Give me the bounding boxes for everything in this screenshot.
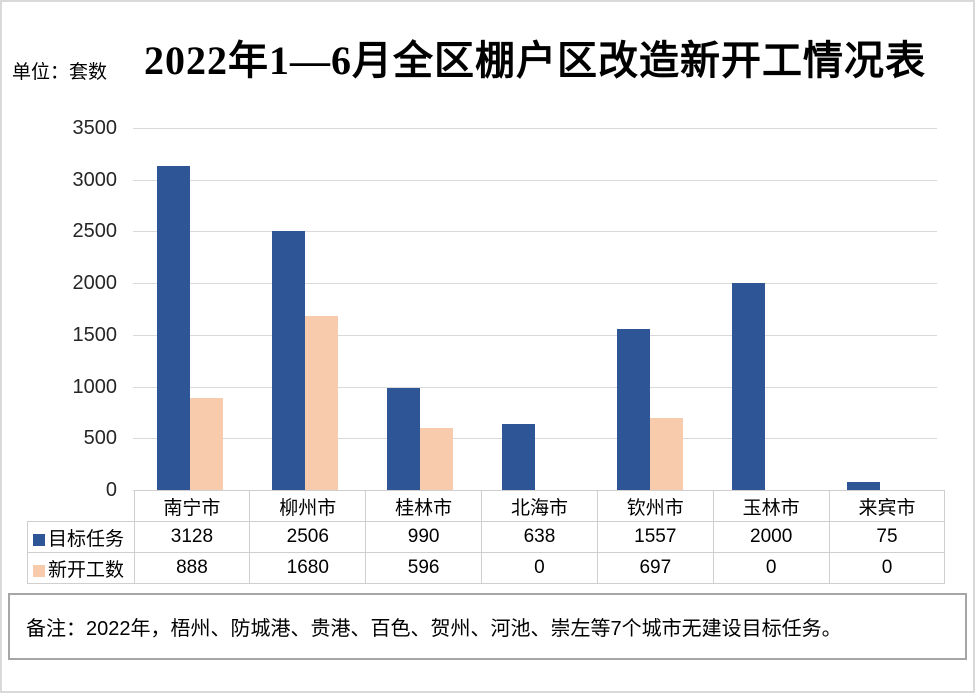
bar-group-5 [592,128,707,490]
category-header-cell: 北海市 [481,490,598,522]
category-header-cell: 桂林市 [365,490,483,522]
gridline [133,438,937,440]
value-cell: 2000 [712,521,830,553]
table-row: 新开工数 888 1680 596 0 697 0 0 [27,552,946,584]
gridline [133,231,937,233]
plot-area [133,128,937,491]
legend-label: 新开工数 [48,559,125,581]
value-cell: 1557 [596,521,714,553]
y-tick-label: 0 [105,479,117,501]
value-cell: 0 [712,552,830,584]
table-row: 目标任务 3128 2506 990 638 1557 2000 75 [27,521,946,553]
value-cell: 596 [365,552,483,584]
bar-series-1 [501,424,535,490]
note-box: 备注：2022年，梧州、防城港、贵港、百色、贺州、河池、崇左等7个城市无建设目标… [8,593,967,660]
bar-series-1 [616,328,650,490]
category-header-cell: 玉林市 [712,490,830,522]
y-tick-label: 2000 [72,272,118,295]
legend-label: 目标任务 [48,528,125,550]
value-cell: 2506 [249,521,367,553]
value-cell: 697 [596,552,714,584]
legend-cell-series-1: 目标任务 [27,521,135,553]
legend-cell-series-2: 新开工数 [27,552,135,584]
bar-group-7 [822,128,937,490]
bar-series-1 [846,482,880,490]
gridline [133,283,937,285]
value-cell: 888 [133,552,251,584]
value-cell: 990 [365,521,483,553]
value-cell: 1680 [249,552,367,584]
bar-group-6 [707,128,822,490]
value-cell: 638 [481,521,598,553]
bar-series-2 [305,316,339,490]
bar-series-2 [649,417,683,490]
bar-series-1 [157,166,191,490]
legend-swatch-icon [33,533,45,546]
y-tick-label: 1500 [72,323,118,346]
value-cell: 0 [481,552,598,584]
y-tick-label: 3000 [72,168,118,191]
gridline [133,128,937,129]
category-header-cell: 南宁市 [133,490,251,522]
category-header-cell: 柳州市 [249,490,367,522]
y-axis: 3500 3000 2500 2000 1500 1000 500 0 [2,118,118,500]
table-corner-cell [28,491,135,522]
value-cell: 3128 [133,521,251,553]
value-cell: 75 [828,521,946,553]
y-tick-label: 500 [83,427,117,450]
bar-series-1 [387,387,421,490]
gridline [133,334,937,336]
bar-group-1 [133,128,248,490]
bar-series-2 [420,428,454,490]
y-tick-label: 1000 [72,375,118,398]
note-text: 备注：2022年，梧州、防城港、贵港、百色、贺州、河池、崇左等7个城市无建设目标… [26,618,842,640]
category-header-cell: 来宾市 [828,490,946,522]
bar-series-1 [731,283,765,490]
gridline [133,386,937,388]
chart-title: 2022年1—6月全区棚户区改造新开工情况表 [144,38,926,83]
bar-group-4 [478,128,593,490]
gridline [133,179,937,181]
y-tick-label: 2500 [72,220,118,243]
bar-group-3 [363,128,478,490]
bar-group-2 [248,128,363,490]
unit-label: 单位：套数 [12,62,108,83]
category-header-cell: 钦州市 [596,490,714,522]
data-table: 南宁市 柳州市 桂林市 北海市 钦州市 玉林市 来宾市 目标任务 3128 2506 990 638 1… [27,490,946,584]
y-tick-label: 3500 [72,117,118,139]
value-cell: 0 [828,552,946,584]
bar-series-1 [272,230,306,490]
bar-series-2 [190,398,224,490]
table-header-row: 南宁市 柳州市 桂林市 北海市 钦州市 玉林市 来宾市 [28,490,946,522]
legend-swatch-icon [33,564,45,577]
